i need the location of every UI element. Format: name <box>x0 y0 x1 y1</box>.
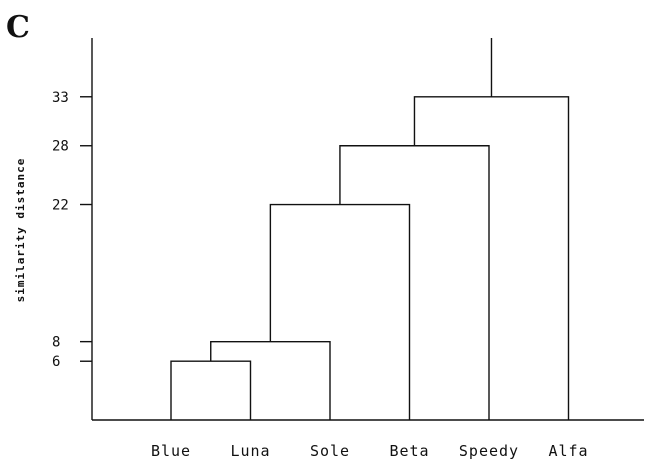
y-axis-label: similarity distance <box>14 158 27 303</box>
dendrogram-link <box>210 340 331 420</box>
y-tick-label: 33 <box>52 90 69 106</box>
leaf-label: Alfa <box>548 442 588 460</box>
y-tick-label: 8 <box>52 335 60 351</box>
leaf-label: Luna <box>230 442 270 460</box>
leaf-label: Blue <box>151 442 191 460</box>
dendrogram-link <box>339 145 490 420</box>
leaf-label: Beta <box>389 442 429 460</box>
leaf-label: Speedy <box>459 442 519 460</box>
y-tick-label: 22 <box>52 198 69 214</box>
dendrogram-link <box>170 360 252 420</box>
leaf-label: Sole <box>310 442 350 460</box>
dendrogram-link <box>269 203 411 420</box>
y-tick-label: 6 <box>52 354 60 370</box>
dendrogram-links <box>170 38 570 420</box>
y-ticks: 6 8 22 28 33 <box>52 90 92 370</box>
y-tick-label: 28 <box>52 139 69 155</box>
panel-letter: C <box>6 10 30 45</box>
leaf-labels: Blue Luna Sole Beta Speedy Alfa <box>151 442 588 460</box>
